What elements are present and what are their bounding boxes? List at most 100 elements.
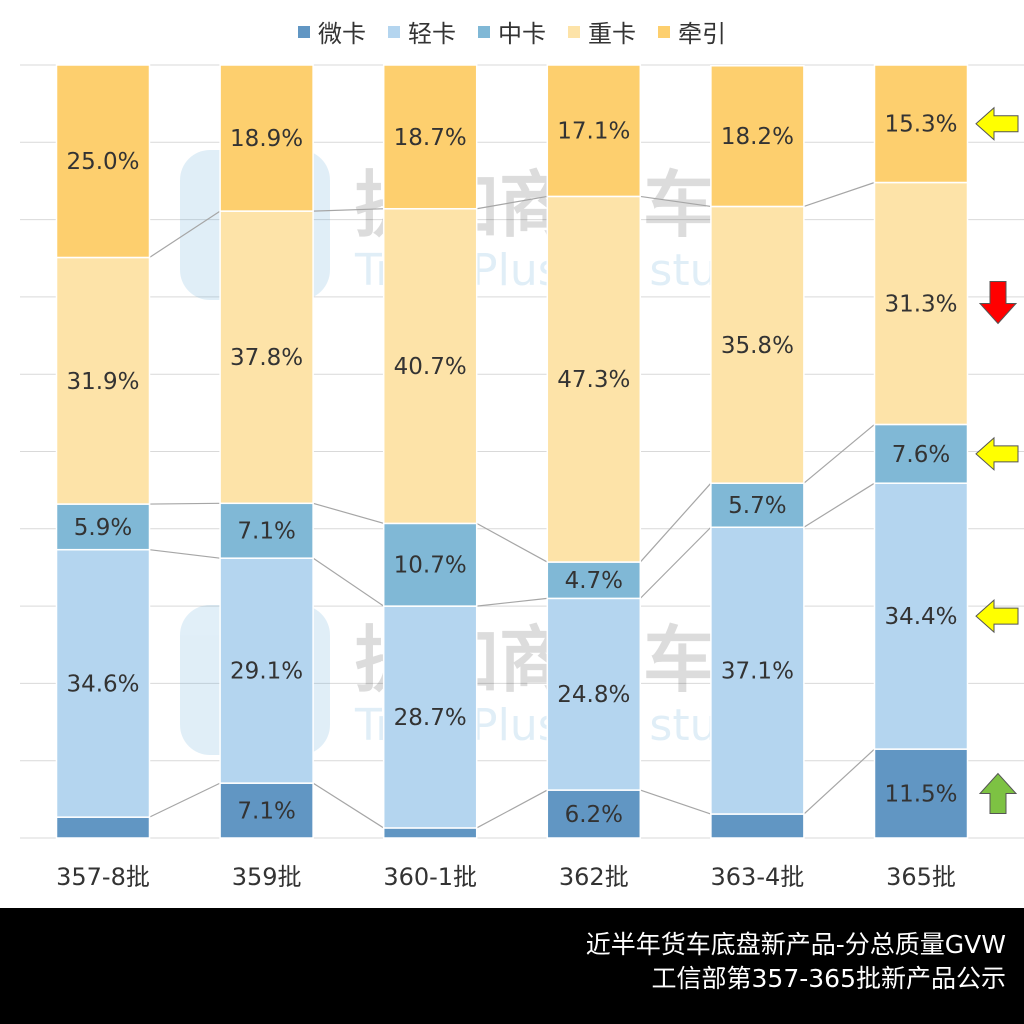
- legend-swatch: [388, 25, 400, 38]
- footer: 近半年货车底盘新产品-分总质量GVW 工信部第357-365批新产品公示: [0, 908, 1024, 1024]
- data-label: 7.1%: [237, 799, 295, 825]
- connector-line: [640, 195, 711, 208]
- bar-segment-微卡: [546, 789, 642, 839]
- legend: 微卡 轻卡 中卡 重卡 牵引: [0, 14, 1024, 49]
- footer-line-2: 工信部第357-365批新产品公示: [651, 964, 1006, 993]
- connector-line: [803, 482, 875, 528]
- bar-segment-重卡: [546, 195, 642, 563]
- x-tick-label: 359批: [232, 863, 302, 891]
- data-label: 7.1%: [237, 519, 295, 545]
- connector-line: [639, 482, 712, 563]
- data-label: 18.9%: [230, 126, 303, 152]
- data-label: 40.7%: [394, 354, 467, 380]
- bar-segment-轻卡: [873, 482, 969, 750]
- data-label: 34.6%: [66, 671, 139, 697]
- x-tick-label: 363-4批: [711, 863, 805, 891]
- data-label: 18.7%: [394, 125, 467, 151]
- legend-label: 中卡: [498, 20, 546, 48]
- bar-segment-牵引: [219, 64, 314, 212]
- bar-segment-中卡: [710, 482, 805, 529]
- bar-segment-中卡: [55, 503, 151, 551]
- data-label: 35.8%: [721, 333, 794, 359]
- legend-label: 牵引: [678, 20, 726, 48]
- connector-line: [313, 208, 384, 212]
- connector-line: [149, 210, 221, 258]
- stacked-bar-chart: 提加商用车TruckPlus CV studio提加商用车TruckPlus C…: [20, 64, 1024, 891]
- connector-line: [803, 181, 875, 208]
- bar-segment-微卡: [710, 813, 805, 839]
- bar-segment-牵引: [546, 64, 642, 198]
- data-label: 15.3%: [884, 112, 957, 138]
- footer-line-1: 近半年货车底盘新产品-分总质量GVW: [585, 930, 1006, 959]
- connector-line: [312, 502, 384, 524]
- legend-item: 轻卡: [388, 14, 456, 49]
- legend-swatch: [658, 25, 670, 38]
- data-label: 31.9%: [66, 369, 139, 395]
- bar-segment-重卡: [873, 181, 969, 426]
- red-down-arrow-icon: [978, 280, 1018, 325]
- connector-line: [639, 526, 712, 599]
- data-label: 29.1%: [230, 659, 303, 685]
- connector-line: [476, 789, 548, 829]
- connector-line: [476, 522, 548, 563]
- bar-segment-轻卡: [55, 548, 151, 818]
- bar-segment-中卡: [382, 522, 478, 607]
- data-label: 25.0%: [66, 149, 139, 175]
- data-label: 6.2%: [565, 802, 623, 828]
- data-label: 28.7%: [394, 705, 467, 731]
- connector-line: [149, 502, 221, 505]
- bar-segment-轻卡: [382, 605, 478, 829]
- data-label: 5.9%: [74, 515, 132, 541]
- legend-label: 重卡: [588, 20, 636, 48]
- connector-line: [803, 423, 875, 484]
- data-label: 17.1%: [557, 119, 630, 145]
- bar-segment-牵引: [382, 64, 478, 210]
- data-label: 11.5%: [884, 782, 957, 808]
- x-tick-label: 362批: [559, 863, 629, 891]
- legend-item: 中卡: [478, 14, 546, 49]
- bar-segment-中卡: [546, 561, 642, 600]
- bar-segment-轻卡: [710, 526, 805, 815]
- x-tick-label: 365批: [886, 863, 956, 891]
- data-label: 4.7%: [565, 568, 623, 594]
- data-label: 5.7%: [728, 493, 786, 519]
- bar-segment-牵引: [55, 64, 151, 259]
- data-label: 24.8%: [557, 682, 630, 708]
- bar-segment-中卡: [873, 423, 969, 484]
- connector-line: [149, 549, 221, 559]
- data-label: 18.2%: [721, 124, 794, 150]
- data-label: 31.3%: [884, 291, 957, 317]
- bar-segment-重卡: [55, 256, 151, 505]
- bar-segment-牵引: [873, 64, 969, 184]
- legend-swatch: [298, 25, 310, 38]
- yellow-left-arrow-icon: [975, 436, 1019, 471]
- yellow-left-arrow-icon: [975, 599, 1019, 634]
- data-label: 37.8%: [230, 345, 303, 371]
- connector-line: [803, 748, 875, 815]
- bar-segment-微卡: [55, 816, 151, 839]
- bar-segment-牵引: [710, 65, 805, 208]
- bar-segment-重卡: [382, 208, 478, 525]
- legend-label: 微卡: [318, 20, 366, 48]
- x-tick-label: 357-8批: [56, 863, 150, 891]
- legend-swatch: [478, 25, 490, 38]
- connector-line: [640, 789, 712, 815]
- data-label: 47.3%: [557, 367, 630, 393]
- yellow-left-arrow-icon: [975, 106, 1019, 141]
- data-label: 7.6%: [892, 442, 950, 468]
- connector-line: [312, 557, 385, 607]
- legend-item: 微卡: [298, 14, 366, 49]
- data-label: 34.4%: [884, 604, 957, 630]
- bar-segment-微卡: [219, 782, 314, 839]
- data-label: 37.1%: [721, 659, 794, 685]
- connector-line: [476, 597, 548, 607]
- connector-line: [149, 782, 221, 818]
- connector-line: [312, 782, 385, 829]
- legend-label: 轻卡: [408, 20, 456, 48]
- bar-segment-轻卡: [219, 557, 314, 784]
- connector-line: [476, 195, 548, 210]
- x-tick-label: 360-1批: [383, 863, 477, 891]
- green-up-arrow-icon: [978, 772, 1018, 815]
- legend-swatch: [568, 25, 580, 38]
- legend-item: 牵引: [658, 14, 726, 49]
